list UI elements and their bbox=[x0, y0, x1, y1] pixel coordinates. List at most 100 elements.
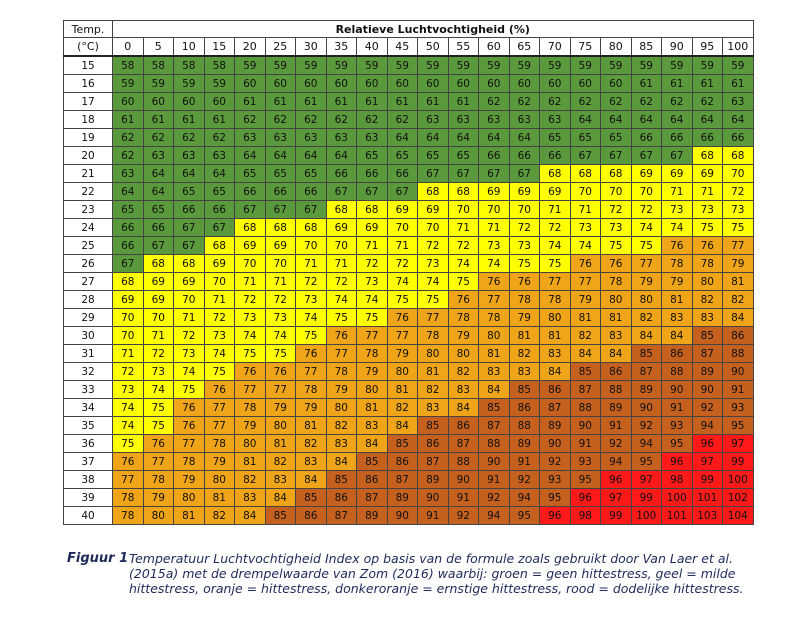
heatmap-cell: 87 bbox=[691, 344, 723, 363]
table-row: 28 69 69 70 71 72 72 73 74 74 75 75 76 77 78 78 79 80 80 81… bbox=[63, 290, 754, 309]
heatmap-cell: 97 bbox=[630, 470, 662, 489]
heatmap-cell: 63 bbox=[508, 110, 540, 129]
heatmap-cell: 58 bbox=[142, 55, 174, 75]
table-row: 15 58 58 58 58 59 59 59 59 59 59 59 59 59 59 59 59 59 59 59… bbox=[63, 55, 754, 75]
heatmap-cell: 95 bbox=[539, 488, 571, 507]
heatmap-cell: 80 bbox=[600, 290, 632, 309]
heatmap-cell: 79 bbox=[264, 398, 296, 417]
heatmap-cell: 80 bbox=[386, 362, 418, 381]
heatmap-cell: 82 bbox=[722, 290, 754, 309]
temperature-row-label: 28 bbox=[63, 290, 113, 309]
table-row: 17 60 60 60 60 61 61 61 61 61 61 61 61 62 62 62 62 62 62 62… bbox=[63, 92, 754, 111]
heatmap-cell: 89 bbox=[356, 506, 388, 525]
heatmap-cell: 67 bbox=[142, 236, 174, 255]
heatmap-cell: 62 bbox=[264, 110, 296, 129]
heatmap-cell: 70 bbox=[295, 236, 327, 255]
heatmap-cell: 68 bbox=[264, 218, 296, 237]
table-row: 21 63 64 64 64 65 65 65 66 66 66 67 67 67 67 68 68 68 69 69… bbox=[63, 164, 754, 183]
heatmap-cell: 87 bbox=[478, 416, 510, 435]
heatmap-cell: 83 bbox=[356, 416, 388, 435]
humidity-tick-label: 85 bbox=[630, 37, 662, 57]
heatmap-cell: 76 bbox=[600, 254, 632, 273]
heatmap-cell: 92 bbox=[691, 398, 723, 417]
heatmap-cell: 99 bbox=[600, 506, 632, 525]
heatmap-cell: 97 bbox=[722, 434, 754, 453]
humidity-tick-label: 95 bbox=[691, 37, 723, 57]
heatmap-cell: 79 bbox=[203, 452, 235, 471]
heatmap-cell: 81 bbox=[234, 452, 266, 471]
heatmap-cell: 91 bbox=[661, 398, 693, 417]
heatmap-cell: 102 bbox=[722, 488, 754, 507]
table-row: 19 62 62 62 62 63 63 63 63 63 64 64 64 64 64 65 65 65 66 66… bbox=[63, 128, 754, 147]
table-row: 33 73 74 75 76 77 77 78 79 80 81 82 83 84 85 86 87 88 89 90… bbox=[63, 380, 754, 399]
heatmap-cell: 68 bbox=[691, 146, 723, 165]
heatmap-cell: 70 bbox=[264, 254, 296, 273]
heatmap-cell: 65 bbox=[264, 164, 296, 183]
heatmap-cell: 60 bbox=[447, 74, 479, 93]
heatmap-cell: 95 bbox=[630, 452, 662, 471]
heatmap-cell: 62 bbox=[173, 128, 205, 147]
heatmap-cell: 77 bbox=[386, 326, 418, 345]
heatmap-cell: 90 bbox=[417, 488, 449, 507]
heatmap-cell: 76 bbox=[234, 362, 266, 381]
heatmap-cell: 89 bbox=[508, 434, 540, 453]
heatmap-cell: 75 bbox=[417, 290, 449, 309]
table-row: 18 61 61 61 61 62 62 62 62 62 62 63 63 63 63 63 64 64 64 64… bbox=[63, 110, 754, 129]
heatmap-cell: 78 bbox=[325, 362, 357, 381]
heatmap-cell: 80 bbox=[630, 290, 662, 309]
heatmap-cell: 69 bbox=[630, 164, 662, 183]
heatmap-cell: 59 bbox=[630, 55, 662, 75]
heatmap-cell: 64 bbox=[173, 164, 205, 183]
heatmap-cell: 64 bbox=[661, 110, 693, 129]
heatmap-cell: 64 bbox=[478, 128, 510, 147]
heatmap-cell: 61 bbox=[691, 74, 723, 93]
heatmap-cell: 84 bbox=[539, 362, 571, 381]
heatmap-cell: 73 bbox=[417, 254, 449, 273]
heatmap-cell: 72 bbox=[112, 362, 144, 381]
heatmap-cell: 83 bbox=[234, 488, 266, 507]
heatmap-cell: 62 bbox=[203, 128, 235, 147]
heatmap-cell: 81 bbox=[295, 416, 327, 435]
heatmap-cell: 86 bbox=[295, 506, 327, 525]
heatmap-cell: 79 bbox=[508, 308, 540, 327]
heatmap-cell: 81 bbox=[478, 344, 510, 363]
heatmap-cell: 84 bbox=[661, 326, 693, 345]
heatmap-cell: 78 bbox=[295, 380, 327, 399]
heatmap-cell: 81 bbox=[722, 272, 754, 291]
heatmap-cell: 86 bbox=[386, 452, 418, 471]
heatmap-cell: 60 bbox=[508, 74, 540, 93]
heatmap-cell: 76 bbox=[112, 452, 144, 471]
heatmap-cell: 78 bbox=[508, 290, 540, 309]
heatmap-cell: 64 bbox=[600, 110, 632, 129]
heatmap-cell: 74 bbox=[264, 326, 296, 345]
heatmap-cell: 59 bbox=[264, 55, 296, 75]
heatmap-cell: 91 bbox=[417, 506, 449, 525]
heatmap-cell: 88 bbox=[569, 398, 601, 417]
temperature-row-label: 34 bbox=[63, 398, 113, 417]
heatmap-cell: 89 bbox=[691, 362, 723, 381]
heatmap-cell: 78 bbox=[112, 506, 144, 525]
heatmap-cell: 78 bbox=[173, 452, 205, 471]
table-row: 39 78 79 80 81 83 84 85 86 87 89 90 91 92 94 95 96 97 99 10… bbox=[63, 488, 754, 507]
heatmap-cell: 84 bbox=[478, 380, 510, 399]
humidity-tick-label: 40 bbox=[356, 37, 388, 57]
heatmap-cell: 84 bbox=[722, 308, 754, 327]
heatmap-cell: 67 bbox=[417, 164, 449, 183]
heatmap-cell: 66 bbox=[142, 218, 174, 237]
heatmap-cell: 69 bbox=[234, 236, 266, 255]
heatmap-cell: 71 bbox=[325, 254, 357, 273]
heatmap-cell: 84 bbox=[600, 344, 632, 363]
heatmap-cell: 74 bbox=[203, 344, 235, 363]
table-row: 27 68 69 69 70 71 71 72 72 73 74 74 75 76 76 77 77 78 79 79… bbox=[63, 272, 754, 291]
heatmap-cell: 81 bbox=[173, 506, 205, 525]
heatmap-cell: 72 bbox=[264, 290, 296, 309]
heatmap-cell: 58 bbox=[203, 55, 235, 75]
heatmap-cell: 67 bbox=[661, 146, 693, 165]
heatmap-cell: 69 bbox=[417, 200, 449, 219]
heatmap-cell: 62 bbox=[142, 128, 174, 147]
heatmap-cell: 88 bbox=[508, 416, 540, 435]
heatmap-cell: 88 bbox=[478, 434, 510, 453]
heatmap-cell: 67 bbox=[325, 182, 357, 201]
heatmap-cell: 73 bbox=[508, 236, 540, 255]
heatmap-cell: 65 bbox=[203, 182, 235, 201]
